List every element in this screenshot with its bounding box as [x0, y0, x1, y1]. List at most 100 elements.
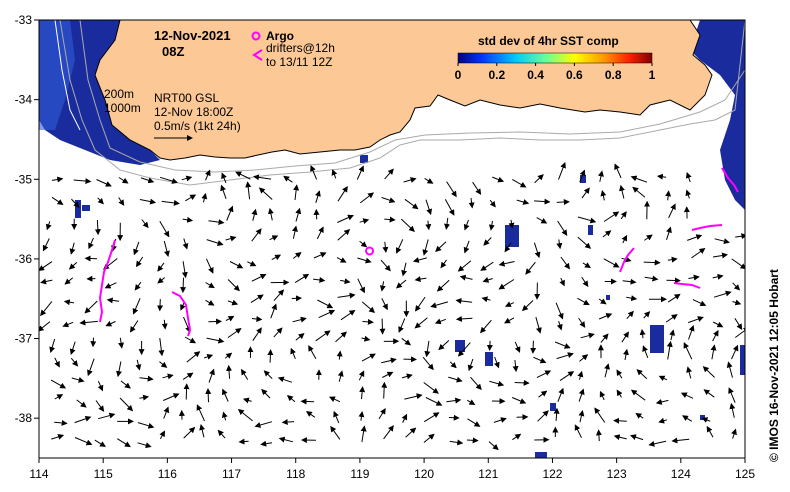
current-vector-arrow [270, 303, 277, 319]
current-vector-arrow [62, 321, 74, 328]
current-vector-arrow [335, 331, 347, 343]
current-vector-arrow [159, 221, 170, 238]
current-vector-arrow [201, 192, 208, 203]
current-vector-arrow [71, 376, 85, 383]
current-vector-arrow [40, 301, 53, 317]
current-vector-arrow [422, 239, 429, 256]
current-vector-arrow [726, 361, 733, 378]
current-vector-arrow [598, 298, 607, 305]
colorbar-title: std dev of 4hr SST comp [478, 34, 619, 48]
current-vector-arrow [594, 407, 606, 423]
current-vector-arrow [602, 230, 612, 238]
current-vector-arrow [283, 175, 293, 183]
current-vector-arrow [598, 170, 604, 182]
current-vector-arrow [395, 279, 407, 289]
current-vector-arrow [381, 357, 397, 364]
current-vector-arrow [267, 207, 274, 221]
current-vector-arrow [400, 218, 415, 232]
current-vector-arrow [134, 281, 142, 291]
x-tick-label: 117 [222, 467, 241, 481]
current-vector-arrow [692, 299, 707, 307]
current-vector-arrow [512, 178, 527, 188]
current-vector-arrow [504, 242, 512, 253]
drifter-legend-icon [252, 49, 263, 61]
current-vector-arrow [250, 294, 264, 304]
current-vector-arrow [574, 424, 582, 439]
current-vector-arrow [140, 177, 155, 184]
current-vector-arrow [449, 361, 457, 369]
current-vector-arrow [621, 234, 628, 244]
current-vector-arrow [336, 257, 347, 263]
current-vector-arrow [120, 380, 131, 389]
current-vector-arrow [492, 176, 505, 183]
current-vector-arrow [63, 299, 74, 306]
current-vector-arrow [359, 386, 366, 400]
current-vector-arrow [554, 341, 571, 349]
current-vector-arrow [253, 174, 272, 181]
current-vector-arrow [69, 341, 76, 355]
current-vector-arrow [358, 370, 365, 381]
current-vector-arrow [281, 419, 295, 426]
current-vector-arrow [129, 320, 139, 333]
current-vector-arrow [185, 194, 197, 202]
current-vector-arrow [535, 316, 542, 334]
current-vector-arrow [480, 261, 494, 271]
current-vector-arrow [688, 316, 704, 324]
current-vector-arrow [470, 376, 482, 391]
current-vector-arrow [382, 241, 389, 253]
current-vector-arrow [337, 229, 351, 241]
y-axis: -33 -34 -35 -36 -37 -38 [15, 13, 39, 425]
current-vector-arrow [514, 379, 530, 386]
current-vector-arrow [235, 171, 251, 180]
current-vector-arrow [446, 397, 462, 404]
current-vector-arrow [252, 327, 262, 341]
current-vector-arrow [556, 321, 563, 331]
current-vector-arrow [118, 337, 125, 349]
current-vector-arrow [220, 184, 227, 199]
current-vector-arrow [139, 375, 154, 382]
current-vector-arrow [687, 234, 703, 241]
current-vector-arrow [205, 299, 215, 306]
current-vector-arrow [54, 394, 64, 400]
current-vector-arrow [359, 218, 370, 225]
current-vector-arrow [643, 311, 651, 319]
current-vector-arrow [604, 363, 610, 378]
current-vector-arrow [534, 174, 544, 184]
current-vector-arrow [455, 315, 473, 322]
current-vector-arrow [94, 219, 101, 236]
current-vector-arrow [395, 239, 404, 254]
current-vector-arrow [97, 412, 116, 420]
current-vector-arrow [261, 388, 271, 399]
current-vector-arrow [208, 219, 225, 226]
credit-label: © IMOS 16-Nov-2021 12:05 Hobart [767, 269, 781, 462]
current-vector-arrow [579, 354, 589, 362]
y-tick-label: -38 [15, 411, 33, 425]
current-vector-arrow [203, 353, 214, 360]
current-vector-arrow [666, 226, 672, 240]
current-vector-arrow [613, 434, 627, 441]
y-tick-label: -33 [15, 13, 33, 27]
current-vector-arrow [379, 318, 386, 335]
current-vector-arrow [237, 408, 253, 422]
current-vector-arrow [493, 417, 507, 423]
current-vector-arrow [712, 252, 728, 259]
current-vector-arrow [106, 297, 120, 304]
current-vector-arrow [667, 293, 681, 303]
current-vector-arrow [665, 190, 672, 201]
current-vector-arrow [118, 177, 129, 184]
time-label: 08Z [162, 44, 184, 59]
current-vector-arrow [457, 342, 471, 357]
current-vector-arrow [278, 436, 294, 443]
current-vector-arrow [222, 388, 229, 402]
current-vector-arrow [556, 352, 574, 360]
current-vector-arrow [422, 356, 434, 371]
current-vector-arrow [423, 412, 440, 423]
current-vector-arrow [600, 190, 607, 201]
current-vector-arrow [227, 279, 240, 292]
current-vector-arrow [40, 278, 53, 285]
current-vector-arrow [292, 225, 298, 239]
current-vector-arrow [263, 370, 273, 379]
current-vector-arrow [480, 319, 492, 334]
current-vector-arrow [504, 301, 515, 307]
current-vector-arrow [559, 371, 575, 382]
